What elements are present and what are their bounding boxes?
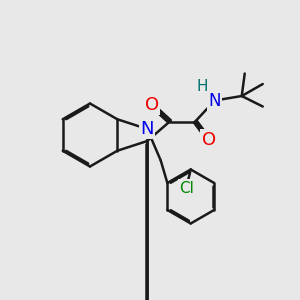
Text: O: O xyxy=(145,96,159,114)
Text: O: O xyxy=(202,130,216,148)
Text: N: N xyxy=(208,92,221,110)
Text: H: H xyxy=(197,79,208,94)
Text: Cl: Cl xyxy=(179,181,194,196)
Text: N: N xyxy=(140,120,154,138)
